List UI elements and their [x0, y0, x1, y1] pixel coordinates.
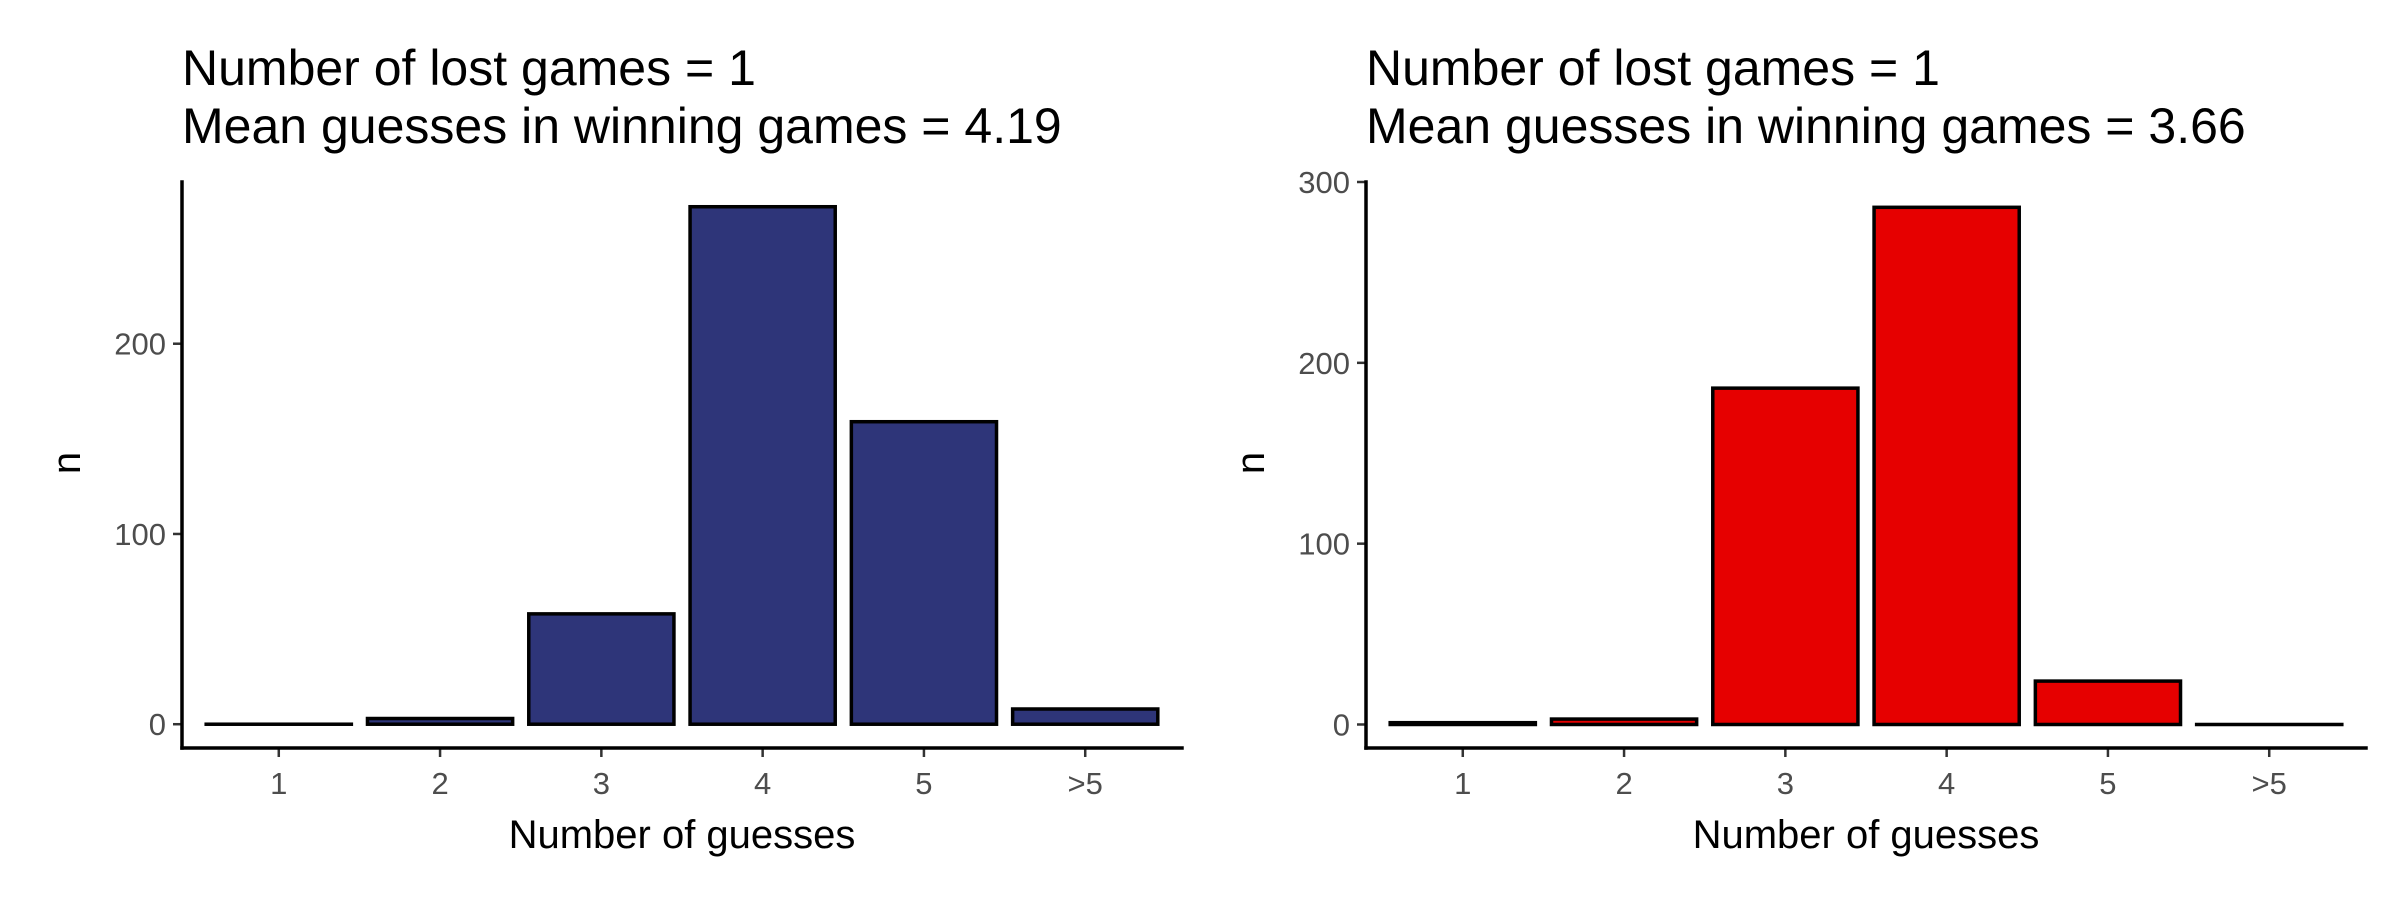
panel-2-bar-5 — [2033, 679, 2183, 727]
panel-2-title-line-2: Mean guesses in winning games = 3.66 — [1366, 98, 2246, 154]
panel-2-y-tick-label-2: 100 — [1298, 527, 1350, 562]
panel-1-title-line-2: Mean guesses in winning games = 4.19 — [182, 98, 1062, 154]
panel-2-bar-1 — [1388, 720, 1538, 727]
panel-1-y-ticks: 0 100 200 — [114, 327, 182, 742]
panel-2-x-tick-label-6: >5 — [2252, 766, 2287, 801]
panel-1-bar-4 — [688, 204, 837, 726]
panel-2-bars — [1388, 205, 2344, 727]
panel-2-bar-2 — [1549, 717, 1699, 727]
panel-1-bar-6 — [1010, 707, 1160, 726]
panel-1-x-tick-label-5: 5 — [915, 766, 932, 801]
panel-1-bar-2 — [365, 716, 515, 726]
panel-2-x-tick-label-4: 4 — [1938, 766, 1955, 801]
panel-2: Number of lost games = 1 Mean guesses in… — [1229, 40, 2368, 857]
panel-2-y-axis-title: n — [1229, 452, 1273, 474]
panel-1-x-tick-label-6: >5 — [1068, 766, 1103, 801]
panel-1-y-tick-label-3: 200 — [114, 327, 166, 362]
panel-2-x-axis-title: Number of guesses — [1693, 813, 2040, 857]
panel-2-bar-4 — [1872, 205, 2021, 727]
panel-1-x-axis-title: Number of guesses — [509, 813, 856, 857]
panel-1-x-tick-label-1: 1 — [270, 766, 287, 801]
panel-1-y-axis-title: n — [45, 452, 89, 474]
panel-1-x-tick-label-4: 4 — [754, 766, 771, 801]
panel-2-title-line-1: Number of lost games = 1 — [1366, 40, 1940, 96]
panel-2-x-ticks: 1 2 3 4 5 >5 — [1454, 748, 2287, 801]
panel-2-y-tick-label-1: 0 — [1333, 707, 1350, 742]
panel-2-bar-3 — [1711, 386, 1860, 727]
panel-1-x-ticks: 1 2 3 4 5 >5 — [270, 748, 1103, 801]
panel-2-y-ticks: 0 100 200 300 — [1298, 165, 1366, 742]
panel-2-x-tick-label-2: 2 — [1615, 766, 1632, 801]
panel-2-y-tick-label-3: 200 — [1298, 346, 1350, 381]
panel-1-y-tick-label-1: 0 — [149, 707, 166, 742]
panel-1-axes — [180, 180, 1184, 750]
panel-2-x-tick-label-3: 3 — [1777, 766, 1794, 801]
panel-1-bar-5 — [849, 419, 999, 726]
panel-1-x-tick-label-3: 3 — [593, 766, 610, 801]
panel-1-y-tick-label-2: 100 — [114, 517, 166, 552]
panel-1-title-line-1: Number of lost games = 1 — [182, 40, 756, 96]
panel-2-x-tick-label-5: 5 — [2099, 766, 2116, 801]
panel-1: Number of lost games = 1 Mean guesses in… — [45, 40, 1184, 857]
panel-2-y-tick-label-4: 300 — [1298, 165, 1350, 200]
panel-1-bar-3 — [527, 612, 676, 726]
panel-1-bars — [204, 204, 1160, 726]
panel-2-x-tick-label-1: 1 — [1454, 766, 1471, 801]
panel-2-axes — [1364, 180, 2368, 750]
panel-1-x-tick-label-2: 2 — [431, 766, 448, 801]
